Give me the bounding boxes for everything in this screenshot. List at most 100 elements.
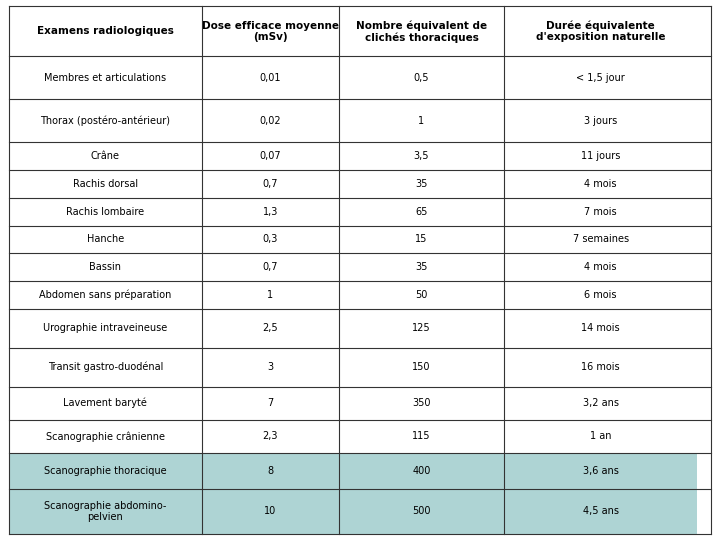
- Text: 150: 150: [413, 362, 431, 372]
- Bar: [9, 489, 202, 534]
- Text: 115: 115: [413, 431, 431, 441]
- Bar: [9, 309, 202, 348]
- Text: Bassin: Bassin: [89, 262, 121, 272]
- Text: 4 mois: 4 mois: [585, 262, 617, 272]
- Bar: [9, 170, 202, 198]
- Text: 0,5: 0,5: [414, 73, 429, 83]
- Text: 125: 125: [412, 323, 431, 333]
- Bar: [339, 281, 504, 309]
- Bar: [339, 143, 504, 170]
- Text: 3,5: 3,5: [414, 151, 429, 161]
- Text: 10: 10: [264, 507, 276, 516]
- Bar: [202, 348, 339, 387]
- Text: 3,6 ans: 3,6 ans: [582, 466, 618, 476]
- Bar: [202, 143, 339, 170]
- Text: 2,3: 2,3: [263, 431, 278, 441]
- Bar: [9, 348, 202, 387]
- Text: Abdomen sans préparation: Abdomen sans préparation: [39, 290, 171, 300]
- Bar: [339, 253, 504, 281]
- Text: Rachis dorsal: Rachis dorsal: [73, 179, 138, 189]
- Text: 3 jours: 3 jours: [584, 116, 617, 126]
- Bar: [339, 226, 504, 253]
- Bar: [504, 198, 697, 226]
- Text: 6 mois: 6 mois: [585, 290, 617, 300]
- Text: Scanographie thoracique: Scanographie thoracique: [44, 466, 166, 476]
- Bar: [202, 198, 339, 226]
- Bar: [202, 489, 339, 534]
- Text: 3,2 ans: 3,2 ans: [582, 398, 618, 408]
- Bar: [504, 56, 697, 99]
- Text: 3: 3: [267, 362, 274, 372]
- Bar: [504, 387, 697, 420]
- Bar: [9, 253, 202, 281]
- Bar: [9, 453, 202, 489]
- Bar: [339, 198, 504, 226]
- Bar: [339, 348, 504, 387]
- Bar: [9, 56, 202, 99]
- Text: 7 mois: 7 mois: [585, 207, 617, 217]
- Bar: [9, 387, 202, 420]
- Bar: [9, 143, 202, 170]
- Text: 35: 35: [415, 179, 428, 189]
- Text: 65: 65: [415, 207, 428, 217]
- Bar: [504, 348, 697, 387]
- Bar: [9, 198, 202, 226]
- Bar: [339, 309, 504, 348]
- Text: 1 an: 1 an: [590, 431, 611, 441]
- Text: 0,3: 0,3: [263, 234, 278, 245]
- Text: 50: 50: [415, 290, 428, 300]
- Text: Membres et articulations: Membres et articulations: [44, 73, 166, 83]
- Bar: [202, 387, 339, 420]
- Text: 2,5: 2,5: [263, 323, 278, 333]
- Text: Examens radiologiques: Examens radiologiques: [37, 26, 174, 36]
- Bar: [339, 420, 504, 453]
- Bar: [9, 6, 202, 56]
- Bar: [202, 6, 339, 56]
- Text: 11 jours: 11 jours: [581, 151, 621, 161]
- Bar: [9, 226, 202, 253]
- Bar: [202, 226, 339, 253]
- Bar: [202, 453, 339, 489]
- Bar: [339, 170, 504, 198]
- Text: Durée équivalente
d'exposition naturelle: Durée équivalente d'exposition naturelle: [536, 21, 665, 43]
- Bar: [504, 253, 697, 281]
- Bar: [504, 420, 697, 453]
- Text: 0,01: 0,01: [260, 73, 281, 83]
- Bar: [339, 489, 504, 534]
- Text: Rachis lombaire: Rachis lombaire: [66, 207, 144, 217]
- Text: 1,3: 1,3: [263, 207, 278, 217]
- Text: Scanographie abdomino-
pelvien: Scanographie abdomino- pelvien: [44, 501, 166, 522]
- Bar: [9, 281, 202, 309]
- Bar: [504, 453, 697, 489]
- Text: 4 mois: 4 mois: [585, 179, 617, 189]
- Text: 7 semaines: 7 semaines: [572, 234, 629, 245]
- Bar: [339, 387, 504, 420]
- Bar: [339, 99, 504, 143]
- Text: Urographie intraveineuse: Urographie intraveineuse: [43, 323, 167, 333]
- Bar: [202, 281, 339, 309]
- Text: 8: 8: [267, 466, 274, 476]
- Text: 0,7: 0,7: [263, 179, 278, 189]
- Text: Transit gastro-duodénal: Transit gastro-duodénal: [48, 362, 163, 373]
- Text: Nombre équivalent de
clichés thoraciques: Nombre équivalent de clichés thoraciques: [356, 20, 487, 43]
- Bar: [504, 226, 697, 253]
- Text: 0,07: 0,07: [260, 151, 282, 161]
- Bar: [202, 170, 339, 198]
- Bar: [9, 99, 202, 143]
- Bar: [504, 143, 697, 170]
- Text: Hanche: Hanche: [86, 234, 124, 245]
- Bar: [339, 453, 504, 489]
- Bar: [504, 489, 697, 534]
- Bar: [202, 420, 339, 453]
- Bar: [339, 56, 504, 99]
- Text: Crâne: Crâne: [91, 151, 120, 161]
- Bar: [339, 6, 504, 56]
- Text: 0,02: 0,02: [260, 116, 282, 126]
- Text: Lavement baryté: Lavement baryté: [63, 398, 147, 408]
- Text: 7: 7: [267, 398, 274, 408]
- Text: Thorax (postéro-antérieur): Thorax (postéro-antérieur): [40, 116, 170, 126]
- Bar: [202, 253, 339, 281]
- Text: 1: 1: [418, 116, 425, 126]
- Bar: [504, 6, 697, 56]
- Bar: [202, 56, 339, 99]
